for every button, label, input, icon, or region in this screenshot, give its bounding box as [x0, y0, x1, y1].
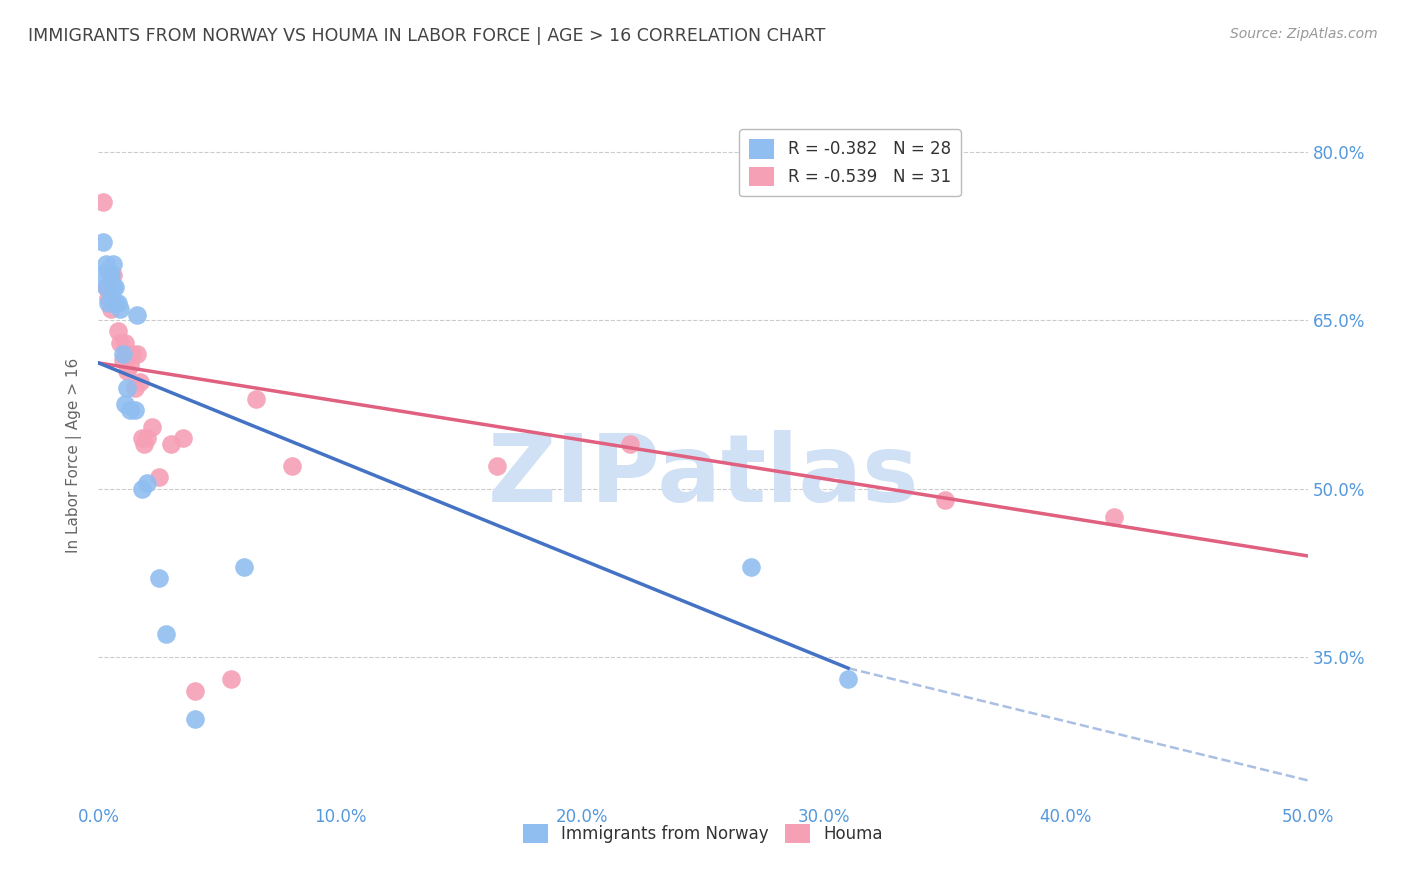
Point — [117, 381, 139, 395]
Point — [101, 268, 124, 283]
Point — [124, 381, 146, 395]
Text: IMMIGRANTS FROM NORWAY VS HOUMA IN LABOR FORCE | AGE > 16 CORRELATION CHART: IMMIGRANTS FROM NORWAY VS HOUMA IN LABOR… — [28, 27, 825, 45]
Point — [108, 335, 131, 350]
Point — [619, 436, 641, 450]
Point — [114, 335, 136, 350]
Point — [94, 279, 117, 293]
Text: ZIPatlas: ZIPatlas — [488, 430, 918, 522]
Point — [111, 352, 134, 367]
Point — [184, 683, 207, 698]
Point — [100, 268, 122, 283]
Point — [97, 262, 120, 277]
Point — [740, 560, 762, 574]
Point — [124, 403, 146, 417]
Point — [160, 436, 183, 450]
Point — [104, 296, 127, 310]
Point — [148, 571, 170, 585]
Point — [134, 436, 156, 450]
Point — [486, 459, 509, 474]
Point — [101, 279, 124, 293]
Point — [94, 279, 117, 293]
Point — [121, 347, 143, 361]
Point — [117, 364, 139, 378]
Point — [281, 459, 304, 474]
Point — [155, 627, 177, 641]
Point — [221, 673, 243, 687]
Point — [141, 420, 163, 434]
Point — [107, 325, 129, 339]
Point — [131, 431, 153, 445]
Point — [100, 301, 122, 316]
Point — [127, 308, 149, 322]
Point — [91, 235, 114, 249]
Point — [131, 482, 153, 496]
Point — [127, 347, 149, 361]
Point — [104, 279, 127, 293]
Point — [108, 301, 131, 316]
Point — [172, 431, 194, 445]
Point — [232, 560, 254, 574]
Point — [184, 712, 207, 726]
Legend: Immigrants from Norway, Houma: Immigrants from Norway, Houma — [516, 818, 890, 850]
Point — [100, 291, 122, 305]
Point — [97, 291, 120, 305]
Point — [1102, 509, 1125, 524]
Point — [118, 403, 141, 417]
Point — [837, 673, 859, 687]
Point — [104, 296, 127, 310]
Point — [91, 195, 114, 210]
Point — [97, 296, 120, 310]
Point — [148, 470, 170, 484]
Point — [94, 257, 117, 271]
Point — [90, 268, 112, 283]
Point — [934, 492, 956, 507]
Point — [114, 397, 136, 411]
Point — [135, 431, 157, 445]
Point — [118, 358, 141, 372]
Y-axis label: In Labor Force | Age > 16: In Labor Force | Age > 16 — [66, 358, 83, 552]
Point — [111, 347, 134, 361]
Point — [101, 257, 124, 271]
Point — [245, 392, 267, 406]
Point — [128, 375, 150, 389]
Text: Source: ZipAtlas.com: Source: ZipAtlas.com — [1230, 27, 1378, 41]
Point — [135, 475, 157, 490]
Point — [107, 296, 129, 310]
